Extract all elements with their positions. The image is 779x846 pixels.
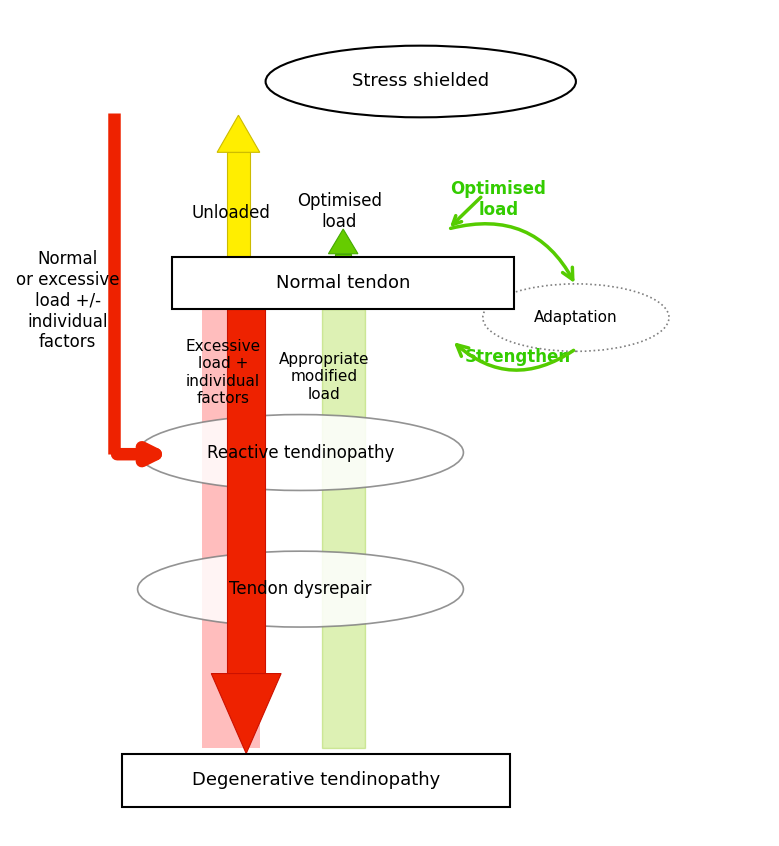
Polygon shape	[329, 229, 358, 254]
Polygon shape	[217, 115, 259, 152]
Ellipse shape	[266, 46, 576, 118]
Text: Normal tendon: Normal tendon	[276, 274, 411, 292]
Text: Stress shielded: Stress shielded	[352, 73, 489, 91]
FancyBboxPatch shape	[335, 254, 351, 284]
Text: Adaptation: Adaptation	[534, 310, 618, 325]
Ellipse shape	[138, 552, 464, 627]
FancyBboxPatch shape	[227, 152, 250, 284]
Text: Reactive tendinopathy: Reactive tendinopathy	[206, 443, 394, 462]
Ellipse shape	[483, 284, 669, 351]
Bar	[202, 309, 259, 748]
Bar	[122, 754, 510, 807]
Bar	[172, 257, 514, 309]
Text: Optimised
load: Optimised load	[450, 180, 546, 219]
Text: Excessive
load +
individual
factors: Excessive load + individual factors	[185, 338, 260, 406]
Ellipse shape	[138, 415, 464, 491]
Text: Optimised
load: Optimised load	[297, 192, 382, 231]
Text: Degenerative tendinopathy: Degenerative tendinopathy	[192, 771, 440, 789]
Text: Normal
or excessive
load +/-
individual
factors: Normal or excessive load +/- individual …	[16, 250, 119, 351]
Text: Appropriate
modified
load: Appropriate modified load	[279, 352, 369, 402]
FancyBboxPatch shape	[227, 309, 266, 673]
Text: Unloaded: Unloaded	[191, 205, 270, 222]
Text: Tendon dysrepair: Tendon dysrepair	[229, 580, 372, 598]
Text: Strengthen: Strengthen	[464, 349, 571, 366]
Bar	[322, 309, 365, 748]
Polygon shape	[211, 673, 281, 754]
